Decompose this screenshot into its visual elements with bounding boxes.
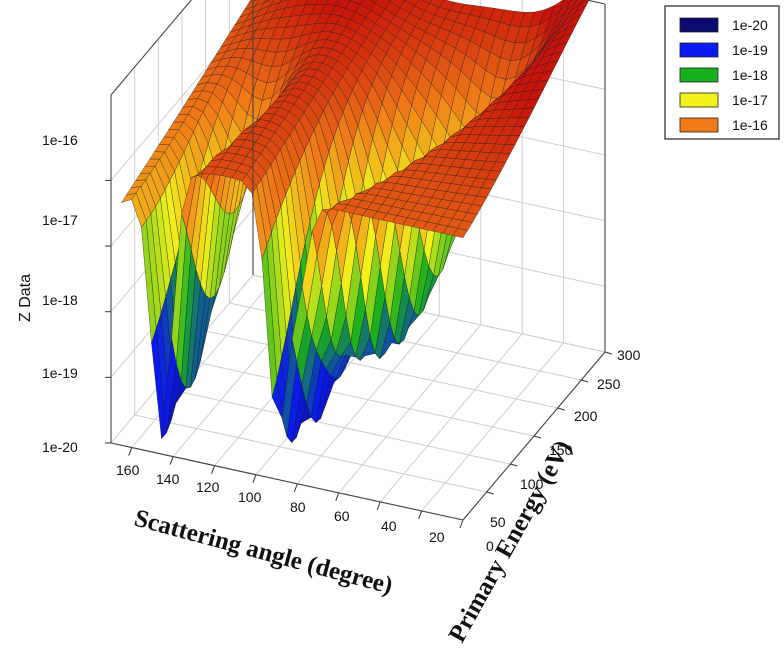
z-tick-label: 1e-18 [42, 292, 78, 308]
legend-swatch [679, 67, 719, 83]
z-tick-label: 1e-17 [42, 212, 78, 228]
z-tick-label: 1e-20 [42, 439, 78, 455]
y-tick-label: 50 [490, 514, 506, 530]
axes-frame [105, 0, 613, 529]
surface [120, 0, 590, 444]
legend: 1e-20 1e-19 1e-18 1e-17 1e-16 [664, 5, 780, 140]
x-tick-label: 120 [196, 479, 220, 495]
floor-grid-line [134, 414, 487, 493]
y-tick-label: 200 [574, 408, 598, 424]
z-axis-label: Z Data [17, 274, 34, 322]
axis-frame-edge [110, 442, 464, 521]
y-tick-label: 250 [597, 376, 621, 392]
x-tick-label: 140 [156, 471, 180, 487]
x-tick-label: 0 [486, 538, 494, 554]
surface-patch [452, 228, 469, 238]
x-tick-mark [335, 492, 340, 501]
z-tick-labels: 1e-16 1e-17 1e-18 1e-19 1e-20 [42, 132, 78, 455]
legend-label: 1e-20 [732, 17, 768, 33]
floor-grid-line [181, 358, 535, 437]
x-tick-label: 20 [429, 529, 445, 545]
y-tick-label: 150 [549, 442, 573, 458]
x-tick-mark [418, 510, 423, 520]
floor-grid-line [205, 330, 558, 409]
surface-patch [279, 0, 289, 3]
y-tick-mark [510, 463, 518, 467]
y-tick-mark [557, 407, 565, 411]
x-tick-mark [376, 501, 381, 511]
legend-label: 1e-19 [732, 42, 768, 58]
x-tick-label: 60 [334, 508, 350, 524]
legend-label: 1e-18 [732, 67, 768, 83]
x-tick-mark [459, 519, 464, 529]
z-tick-label: 1e-19 [42, 365, 78, 381]
y-tick-mark [533, 435, 542, 439]
legend-label: 1e-16 [732, 117, 768, 133]
y-tick-mark [486, 491, 494, 495]
x-tick-mark [252, 474, 257, 483]
legend-swatch [679, 117, 719, 133]
x-tick-labels: 160 140 120 100 80 60 40 20 0 [116, 462, 494, 554]
legend-swatch [679, 17, 719, 33]
y-tick-label: 300 [617, 347, 641, 363]
axis-frame-edge [110, 0, 193, 96]
x-tick-label: 160 [116, 462, 140, 478]
y-tick-labels: 50 100 150 200 250 300 [490, 347, 641, 530]
legend-swatch [679, 42, 719, 58]
x-tick-label: 40 [381, 518, 397, 534]
x-tick-label: 100 [238, 489, 262, 505]
z-tick-label: 1e-16 [42, 132, 78, 148]
y-tick-mark [604, 351, 613, 355]
y-tick-mark [581, 379, 589, 383]
y-tick-label: 100 [520, 476, 544, 492]
legend-swatch [679, 92, 719, 108]
x-tick-mark [169, 456, 174, 465]
x-tick-mark [128, 447, 133, 456]
x-tick-label: 80 [290, 499, 306, 515]
x-tick-mark [293, 483, 298, 492]
x-tick-mark [211, 465, 215, 474]
y-axis-label: Primary Energy (eV) [444, 436, 577, 647]
floor-grid-line [158, 386, 511, 465]
legend-label: 1e-17 [732, 92, 768, 108]
x-axis-label: Scattering angle (degree) [131, 505, 395, 600]
